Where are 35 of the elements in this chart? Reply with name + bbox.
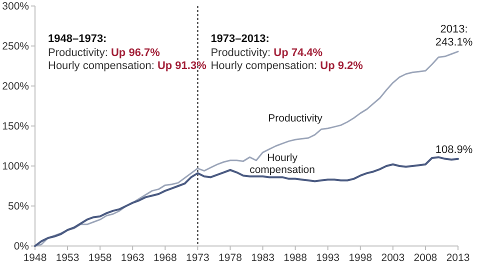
- x-tick-label: 1988: [284, 252, 308, 264]
- y-tick-label: 300%: [2, 0, 29, 13]
- x-tick-label: 1998: [348, 252, 372, 264]
- y-tick-label: 50%: [8, 200, 29, 213]
- x-tick-label: 2013: [446, 252, 470, 264]
- y-tick-label: 250%: [2, 40, 29, 53]
- annotation: 2013: 243.1%: [435, 24, 473, 49]
- x-tick-label: 1953: [56, 252, 80, 264]
- annotation: Up 91.3%: [154, 60, 207, 72]
- x-tick-label: 2008: [414, 252, 438, 264]
- x-tick-label: 1993: [316, 252, 340, 264]
- x-tick-label: 1978: [218, 252, 242, 264]
- annotation: 108.9%: [435, 144, 473, 156]
- annotation: Up 74.4%: [270, 47, 323, 59]
- annotation: Up 9.2%: [317, 60, 364, 72]
- series-label: Productivity: [268, 112, 324, 125]
- y-tick-label: 150%: [2, 120, 29, 133]
- x-tick-label: 1958: [88, 252, 112, 264]
- x-tick-label: 2003: [381, 252, 405, 264]
- series-label: Hourly compensation: [250, 152, 316, 176]
- x-tick-label: 1973: [186, 252, 210, 264]
- annotation: 1948–1973:: [48, 33, 107, 45]
- annotation: Productivity:: [210, 47, 271, 59]
- annotation: Up 96.7%: [108, 47, 160, 59]
- x-tick-label: 1948: [23, 252, 47, 264]
- y-tick-label: 200%: [2, 80, 29, 93]
- y-tick-label: 100%: [2, 160, 29, 173]
- annotation: 1973–2013:: [210, 33, 270, 45]
- annotation: Hourly compensation:: [48, 60, 154, 72]
- x-tick-label: 1968: [153, 252, 177, 264]
- y-tick-label: 0%: [14, 240, 29, 253]
- annotation: Productivity:: [48, 47, 108, 59]
- x-tick-label: 1983: [251, 252, 275, 264]
- x-tick-label: 1963: [120, 252, 144, 264]
- annotation: Hourly compensation:: [210, 60, 318, 72]
